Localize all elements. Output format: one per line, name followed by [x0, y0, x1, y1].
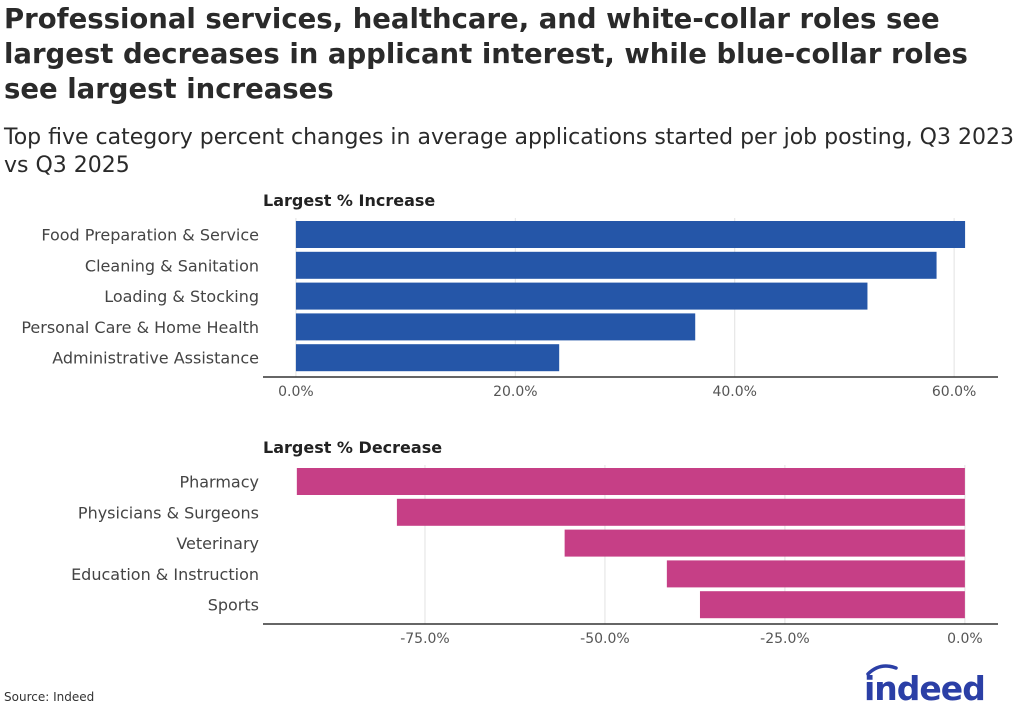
chart-subtitle: Top five category percent changes in ave…: [4, 125, 1014, 178]
category-label: Veterinary: [176, 534, 259, 553]
bar-cleaning-sanitation: [295, 251, 937, 279]
category-label: Pharmacy: [179, 473, 259, 492]
tick-label: 20.0%: [493, 384, 537, 400]
bar-education-instruction: [666, 560, 965, 588]
tick-label: 40.0%: [712, 384, 756, 400]
panel-title: Largest % Increase: [263, 191, 435, 210]
chart-title: Professional services, healthcare, and w…: [4, 3, 968, 105]
category-label: Personal Care & Home Health: [21, 318, 259, 337]
tick-label: 0.0%: [947, 631, 983, 647]
panel-title: Largest % Decrease: [263, 438, 442, 457]
source-note: Source: Indeed: [4, 690, 95, 704]
category-label: Physicians & Surgeons: [78, 503, 259, 522]
tick-label: 0.0%: [278, 384, 314, 400]
category-label: Education & Instruction: [71, 565, 259, 584]
category-label: Sports: [208, 596, 259, 615]
bar-pharmacy: [296, 468, 965, 495]
tick-label: -75.0%: [400, 631, 450, 647]
tick-label: -25.0%: [760, 631, 810, 647]
svg-text:indeed: indeed: [864, 669, 985, 707]
bar-sports: [699, 591, 965, 619]
bar-food-preparation-service: [295, 221, 966, 248]
tick-label: 60.0%: [932, 384, 976, 400]
tick-label: -50.0%: [580, 631, 630, 647]
bar-personal-care-home-health: [295, 313, 696, 341]
bar-veterinary: [564, 529, 965, 557]
bar-administrative-assistance: [295, 344, 560, 372]
indeed-logo: indeed: [864, 664, 986, 707]
category-label: Loading & Stocking: [104, 287, 259, 306]
category-label: Administrative Assistance: [52, 349, 259, 368]
bar-physicians-surgeons: [396, 498, 965, 526]
category-label: Cleaning & Sanitation: [85, 256, 259, 275]
category-label: Food Preparation & Service: [41, 226, 259, 245]
bar-loading-stocking: [295, 282, 868, 310]
